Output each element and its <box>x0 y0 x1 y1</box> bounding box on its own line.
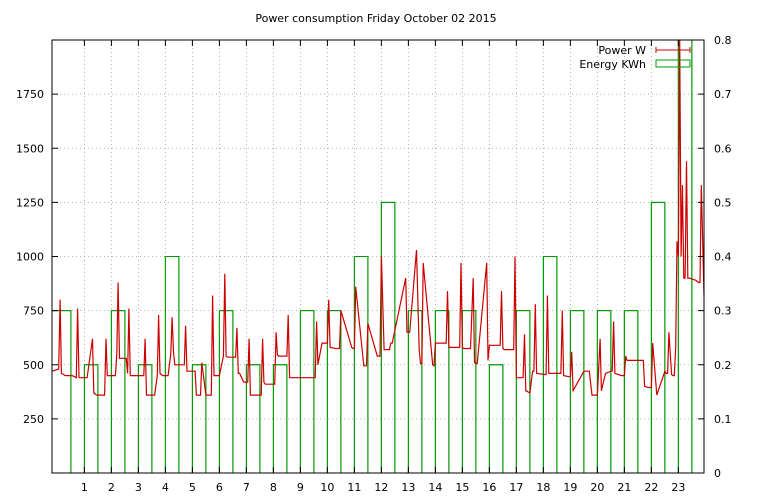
y-tick-label: 1000 <box>16 251 44 264</box>
energy-box <box>407 310 423 474</box>
x-tick-label: 21 <box>617 481 631 494</box>
energy-box <box>569 310 585 474</box>
x-tick-label: 14 <box>428 481 442 494</box>
x-tick-label: 9 <box>297 481 304 494</box>
power-line <box>51 39 705 396</box>
energy-box <box>650 201 666 474</box>
x-tick-label: 18 <box>536 481 550 494</box>
energy-box <box>51 310 72 474</box>
y-tick-label: 1750 <box>16 88 44 101</box>
energy-box <box>299 310 315 474</box>
y2-tick-label: 0.3 <box>714 305 732 318</box>
x-tick-label: 16 <box>482 481 496 494</box>
y2-tick-label: 0.2 <box>714 359 732 372</box>
energy-series <box>51 39 704 474</box>
x-tick-label: 2 <box>108 481 115 494</box>
x-tick-label: 22 <box>644 481 658 494</box>
x-tick-label: 3 <box>135 481 142 494</box>
y2-tick-label: 0.8 <box>714 34 732 47</box>
x-tick-label: 15 <box>455 481 469 494</box>
x-tick-label: 7 <box>243 481 250 494</box>
energy-box <box>83 364 99 474</box>
power-series <box>51 39 705 396</box>
x-tick-label: 23 <box>671 481 685 494</box>
energy-box <box>110 310 126 474</box>
x-tick-label: 11 <box>347 481 361 494</box>
y2-tick-label: 0.6 <box>714 142 732 155</box>
x-tick-label: 6 <box>216 481 223 494</box>
y-tick-label: 1500 <box>16 142 44 155</box>
legend-swatch-energy <box>655 59 691 68</box>
y2-tick-label: 0.1 <box>714 413 732 426</box>
legend: Power W Energy KWh <box>579 44 691 71</box>
x-tick-label: 12 <box>374 481 388 494</box>
y2-tick-label: 0.7 <box>714 88 732 101</box>
legend-label-energy: Energy KWh <box>579 58 646 71</box>
y2-tick-label: 0 <box>714 467 721 480</box>
energy-box <box>623 310 639 474</box>
x-tick-label: 4 <box>162 481 169 494</box>
grid <box>52 40 704 473</box>
y2-tick-label: 0.4 <box>714 251 732 264</box>
x-tick-label: 19 <box>563 481 577 494</box>
y-tick-label: 500 <box>23 359 44 372</box>
x-tick-label: 1 <box>81 481 88 494</box>
axis-ticks: 1 2 3 4 5 6 7 8 9 10 11 12 13 14 15 16 17 18 19 20 21 22 23250… <box>16 34 732 494</box>
chart-title: Power consumption Friday October 02 2015 <box>255 12 496 25</box>
energy-box <box>542 256 558 474</box>
x-tick-label: 17 <box>509 481 523 494</box>
legend-label-power: Power W <box>598 44 646 57</box>
energy-box <box>596 310 612 474</box>
y-tick-label: 750 <box>23 305 44 318</box>
x-tick-label: 13 <box>401 481 415 494</box>
x-tick-label: 5 <box>189 481 196 494</box>
y-tick-label: 1250 <box>16 196 44 209</box>
y2-tick-label: 0.5 <box>714 196 732 209</box>
plot-frame <box>51 39 705 474</box>
x-tick-label: 10 <box>320 481 334 494</box>
x-tick-label: 8 <box>270 481 277 494</box>
energy-steps <box>52 39 704 474</box>
x-tick-label: 20 <box>590 481 604 494</box>
y-tick-label: 250 <box>23 413 44 426</box>
